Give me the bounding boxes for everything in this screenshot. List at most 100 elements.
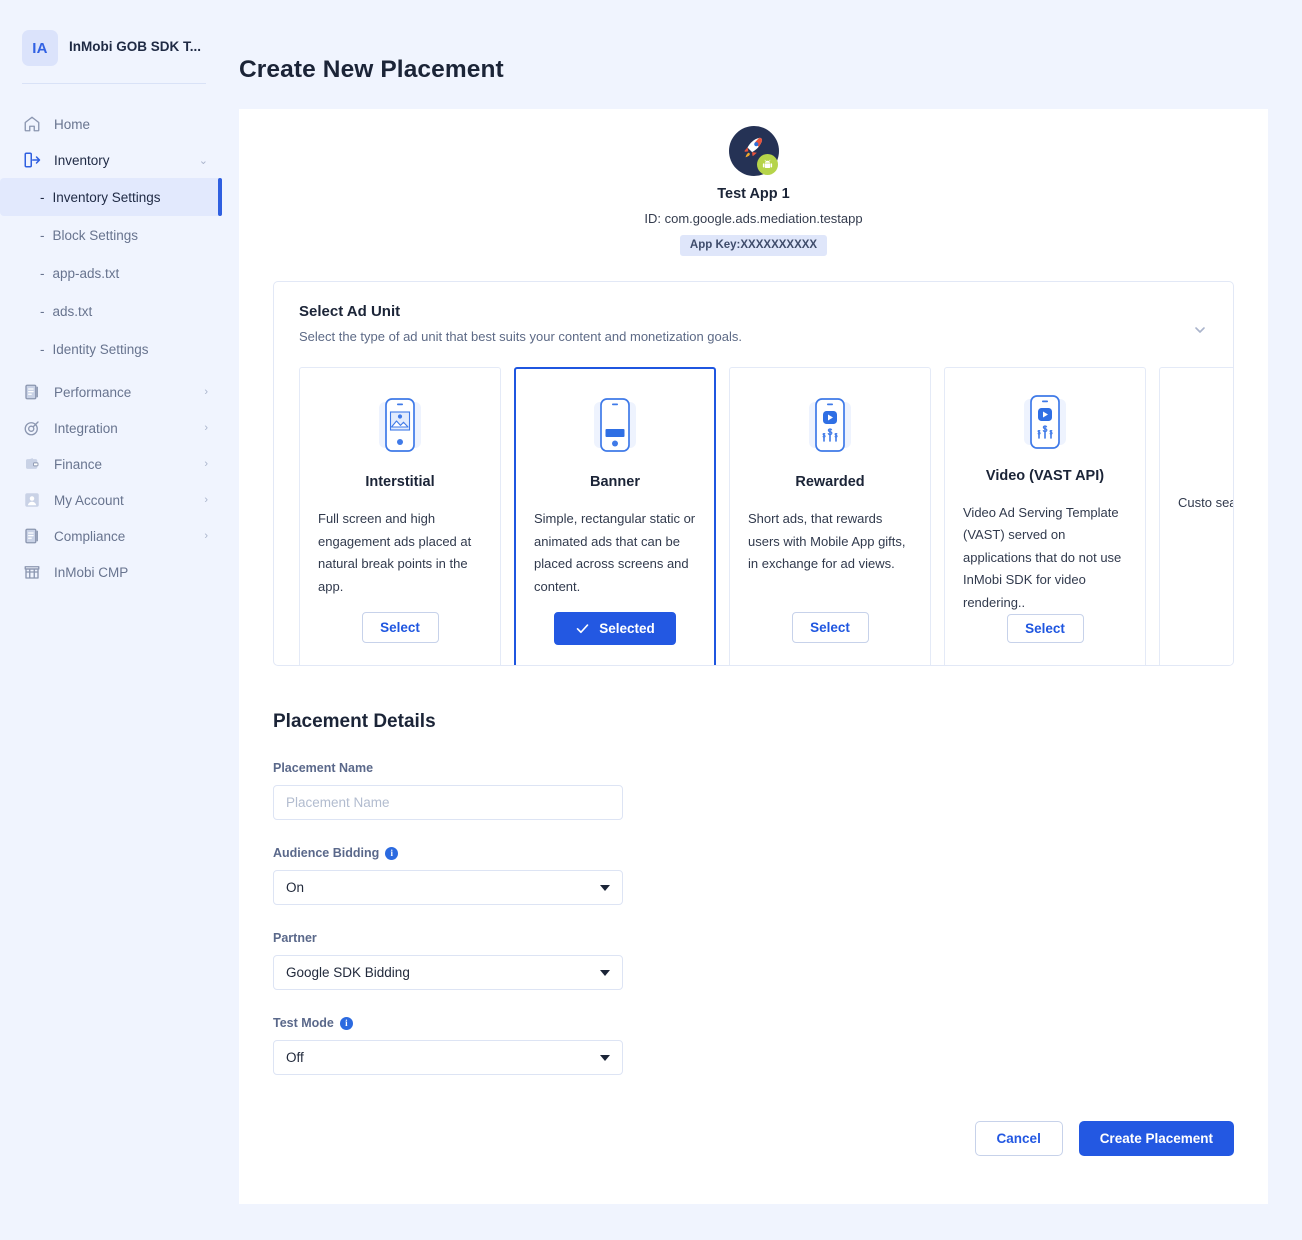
ad-unit-name: Rewarded: [795, 474, 865, 490]
svg-text:$: $: [834, 434, 838, 440]
panel-title: Select Ad Unit: [299, 303, 401, 320]
placement-name-input[interactable]: Placement Name: [273, 785, 623, 820]
ad-unit-description: Full screen and high engagement ads plac…: [318, 511, 472, 594]
ad-unit-card-banner[interactable]: Banner Simple, rectangular static or ani…: [514, 367, 716, 665]
sidebar-item-inventory-settings[interactable]: - Inventory Settings: [0, 178, 222, 216]
field-audience-bidding: Audience Bidding i On: [273, 846, 623, 905]
inventory-icon: [22, 150, 42, 170]
svg-text:$: $: [1042, 424, 1047, 434]
wallet-icon: [22, 454, 42, 474]
selected-button-banner[interactable]: Selected: [554, 612, 676, 645]
sidebar-divider: [22, 83, 206, 84]
info-icon[interactable]: i: [339, 1016, 353, 1030]
sidebar-item-label: Compliance: [54, 528, 126, 544]
select-button-interstitial[interactable]: Select: [361, 612, 439, 643]
ad-unit-name: Interstitial: [365, 474, 435, 490]
sidebar-item-label: Identity Settings: [52, 341, 149, 357]
ad-unit-card-interstitial[interactable]: Interstitial Full screen and high engage…: [299, 367, 501, 665]
info-icon[interactable]: i: [385, 846, 399, 860]
svg-text:$: $: [1037, 430, 1041, 436]
sidebar-item-integration[interactable]: Integration ›: [0, 410, 222, 446]
ad-unit-card-clipped[interactable]: Custo seam your desig: [1159, 367, 1233, 665]
phone-image-icon: [377, 390, 423, 462]
audience-bidding-label: Audience Bidding i: [273, 846, 623, 860]
ad-unit-card-rewarded[interactable]: $ $ $ Rewarded Short ads, that rewards u…: [729, 367, 931, 665]
brand-header[interactable]: IA InMobi GOB SDK T...: [0, 8, 222, 66]
check-icon: [576, 624, 589, 634]
sidebar-item-home[interactable]: Home: [0, 106, 222, 142]
ad-unit-description: Video Ad Serving Template (VAST) served …: [963, 504, 1122, 610]
placement-name-label: Placement Name: [273, 761, 374, 775]
sidebar-item-inventory[interactable]: Inventory ⌄: [0, 142, 222, 178]
sidebar-item-label: Block Settings: [52, 227, 139, 243]
dash-marker: -: [40, 189, 45, 205]
dash-marker: -: [40, 265, 45, 281]
panel-header: Select Ad Unit Select the type of ad uni…: [274, 282, 1233, 344]
app-key-badge: App Key:XXXXXXXXXX: [679, 235, 828, 256]
dash-marker: -: [40, 303, 45, 319]
chevron-right-icon: ›: [204, 422, 208, 434]
sidebar-item-my-account[interactable]: My Account ›: [0, 482, 222, 518]
form-actions: Cancel Create Placement: [974, 1121, 1234, 1156]
caret-down-icon: [600, 884, 610, 891]
chevron-right-icon: ›: [204, 530, 208, 542]
app-header: Test App 1 ID: com.google.ads.mediation.…: [239, 109, 1268, 256]
sidebar-item-app-ads-txt[interactable]: - app-ads.txt: [0, 254, 222, 292]
sidebar-item-label: Inventory Settings: [52, 189, 161, 205]
sidebar-item-compliance[interactable]: Compliance ›: [0, 518, 222, 554]
report-icon: [22, 382, 42, 402]
partner-label: Partner: [273, 931, 317, 945]
sidebar-item-finance[interactable]: Finance ›: [0, 446, 222, 482]
sidebar-nav: Home Inventory ⌄ - Inventory Settings - …: [0, 106, 222, 590]
select-ad-unit-panel: Select Ad Unit Select the type of ad uni…: [273, 281, 1234, 666]
store-icon: [22, 562, 42, 582]
home-icon: [22, 114, 42, 134]
test-mode-select[interactable]: Off: [273, 1040, 623, 1075]
audience-bidding-value: On: [286, 880, 305, 895]
field-placement-name: Placement Name Placement Name: [273, 761, 623, 820]
placement-details-form: Placement Name Placement Name Audience B…: [273, 761, 623, 1075]
partner-select[interactable]: Google SDK Bidding: [273, 955, 623, 990]
page-title: Create New Placement: [239, 56, 504, 83]
document-icon: [22, 526, 42, 546]
chevron-right-icon: ›: [204, 494, 208, 506]
sidebar-item-performance[interactable]: Performance ›: [0, 374, 222, 410]
ad-unit-card-video-vast-api[interactable]: $ $ $ Video (VAST API) Video Ad Serving …: [944, 367, 1146, 665]
create-placement-button[interactable]: Create Placement: [1078, 1121, 1234, 1156]
dash-marker: -: [40, 227, 45, 243]
chevron-right-icon: ›: [204, 458, 208, 470]
ad-unit-name: Banner: [590, 474, 640, 490]
placement-name-placeholder: Placement Name: [286, 795, 390, 810]
sidebar-item-ads-txt[interactable]: - ads.txt: [0, 292, 222, 330]
sidebar: IA InMobi GOB SDK T... Home Inventory ⌄: [0, 8, 222, 1240]
target-icon: [22, 418, 42, 438]
brand-text: InMobi GOB SDK T...: [69, 39, 201, 57]
sidebar-item-identity-settings[interactable]: - Identity Settings: [0, 330, 222, 368]
sidebar-item-inmobi-cmp[interactable]: InMobi CMP: [0, 554, 222, 590]
select-button-rewarded[interactable]: Select: [791, 612, 869, 643]
ad-unit-card-list: Interstitial Full screen and high engage…: [274, 344, 1233, 665]
phone-banner-icon: [592, 390, 638, 462]
selected-button-label: Selected: [599, 621, 655, 636]
chevron-right-icon: ›: [204, 386, 208, 398]
content-sheet: Test App 1 ID: com.google.ads.mediation.…: [239, 109, 1268, 1204]
ad-unit-name: Video (VAST API): [985, 467, 1105, 484]
caret-down-icon: [600, 969, 610, 976]
svg-text:$: $: [827, 427, 832, 437]
dash-marker: -: [40, 341, 45, 357]
sidebar-item-label: Home: [54, 116, 91, 132]
field-partner: Partner Google SDK Bidding: [273, 931, 623, 990]
phone-video-coins-icon: $ $ $: [1022, 390, 1068, 456]
test-mode-label-text: Test Mode: [273, 1016, 334, 1030]
svg-text:$: $: [1049, 430, 1053, 436]
sidebar-item-block-settings[interactable]: - Block Settings: [0, 216, 222, 254]
rocket-icon: [744, 137, 762, 158]
audience-bidding-select[interactable]: On: [273, 870, 623, 905]
select-button-video[interactable]: Select: [1006, 614, 1084, 643]
cancel-button[interactable]: Cancel: [974, 1121, 1063, 1156]
field-test-mode: Test Mode i Off: [273, 1016, 623, 1075]
chevron-down-icon[interactable]: [1189, 319, 1211, 341]
caret-down-icon: [600, 1054, 610, 1061]
svg-text:$: $: [822, 434, 826, 440]
sidebar-item-label: Inventory: [54, 152, 110, 168]
